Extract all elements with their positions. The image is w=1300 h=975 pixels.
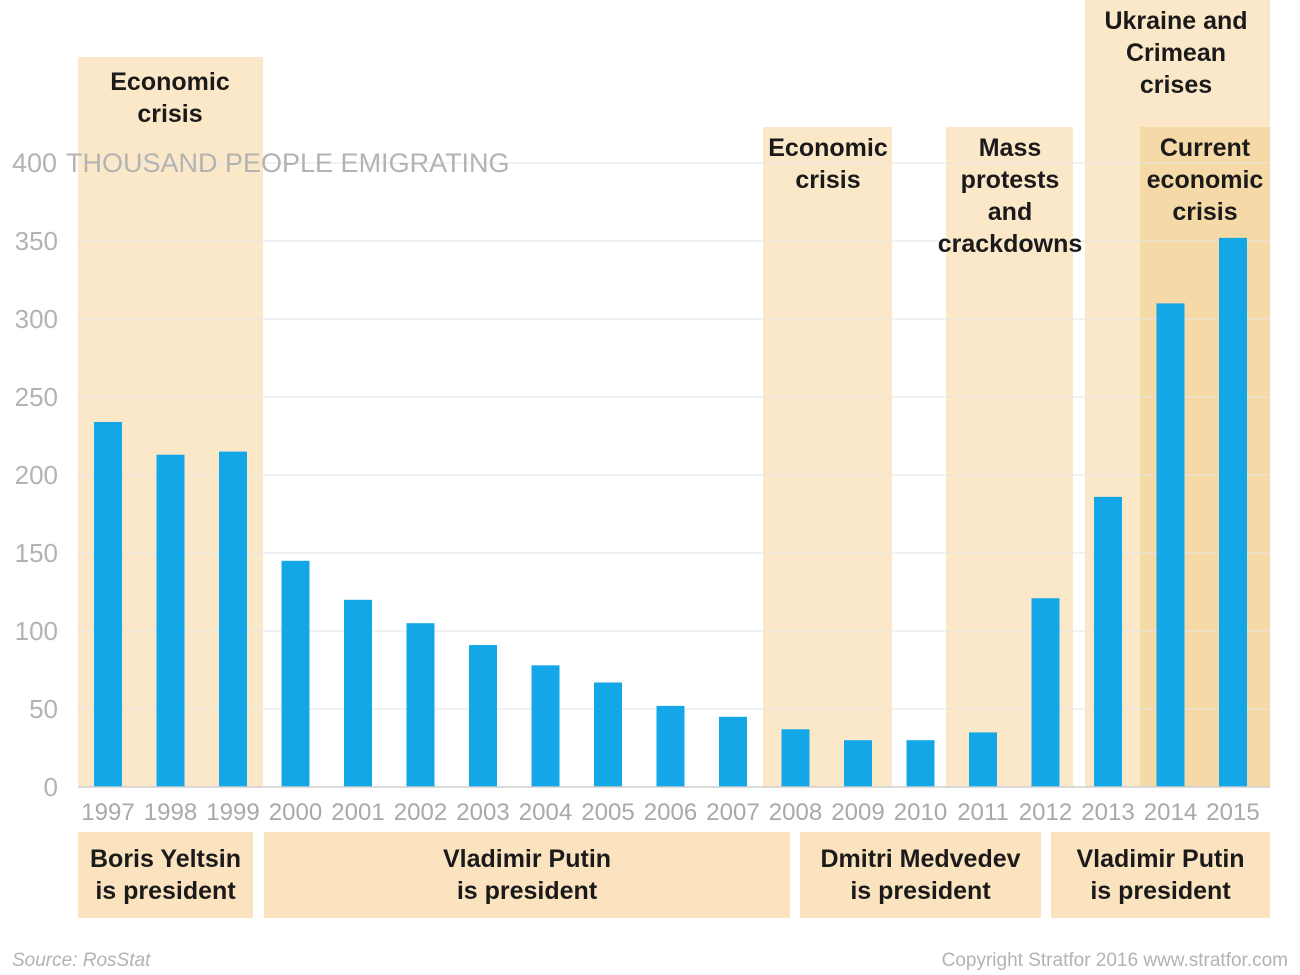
x-tick-label: 1998 [144, 799, 197, 826]
x-tick-label: 2006 [644, 799, 697, 826]
bar-2009 [844, 740, 872, 787]
y-axis-top-tick: 400 [12, 148, 57, 178]
bar-2006 [656, 705, 685, 787]
crisis-band-2008-2009 [763, 127, 892, 787]
bar-2015 [1219, 237, 1247, 787]
x-tick-label: 1999 [206, 799, 259, 826]
crisis-label: Mass protests and crackdowns [938, 134, 1083, 258]
copyright-note: Copyright Stratfor 2016 www.stratfor.com [941, 950, 1288, 971]
bar-2010 [906, 740, 935, 787]
x-tick-label: 2008 [769, 799, 822, 826]
x-tick-label: 2002 [394, 799, 447, 826]
president-label: Vladimir Putin is president [1076, 845, 1245, 905]
president-label: Boris Yeltsin is president [90, 845, 241, 905]
x-tick-label: 2000 [269, 799, 322, 826]
bar-2008 [781, 729, 810, 787]
crisis-label: Ukraine and Crimean crises [1104, 7, 1247, 99]
x-tick-label: 2015 [1206, 799, 1259, 826]
bar-2003 [469, 645, 497, 787]
x-tick-label: 2012 [1019, 799, 1072, 826]
x-tick-label: 2011 [957, 799, 1009, 826]
x-tick-label: 2004 [519, 799, 572, 826]
x-tick-label: 2010 [894, 799, 947, 826]
y-tick-label: 200 [15, 460, 58, 490]
president-band-yeltsin: Boris Yeltsin is president [78, 832, 253, 918]
bar-1997 [94, 421, 122, 787]
president-band-putin-1: Vladimir Putin is president [264, 832, 790, 918]
bar-2000 [281, 560, 310, 787]
source-note: Source: RosStat [12, 950, 151, 971]
bar-2012 [1031, 598, 1060, 787]
president-band-putin-2: Vladimir Putin is president [1051, 832, 1270, 918]
y-tick-label: 0 [44, 772, 58, 802]
x-tick-label: 2014 [1144, 799, 1197, 826]
crisis-label: Economic crisis [110, 68, 230, 128]
x-tick-label: 2001 [331, 799, 384, 826]
y-tick-label: 150 [15, 538, 58, 568]
bar-2013 [1094, 496, 1122, 787]
y-tick-label: 250 [15, 382, 58, 412]
bar-2007 [719, 716, 747, 787]
bar-2014 [1156, 303, 1185, 787]
bar-2004 [531, 665, 560, 787]
y-axis-label: THOUSAND PEOPLE EMIGRATING [66, 148, 510, 178]
president-band-medvedev: Dmitri Medvedev is president [800, 832, 1041, 918]
president-label: Dmitri Medvedev is president [820, 845, 1021, 905]
y-tick-label: 300 [15, 304, 58, 334]
bar-2005 [594, 682, 622, 787]
crisis-label: Economic crisis [768, 134, 888, 194]
x-tick-label: 2013 [1081, 799, 1134, 826]
x-tick-label: 2005 [581, 799, 634, 826]
bar-2001 [344, 599, 372, 787]
crisis-label: Current economic crisis [1147, 134, 1264, 226]
y-tick-label: 350 [15, 226, 58, 256]
x-tick-label: 2009 [831, 799, 884, 826]
president-label: Vladimir Putin is president [442, 845, 612, 905]
y-tick-label: 50 [29, 694, 58, 724]
bar-1999 [219, 451, 247, 787]
bar-2011 [969, 732, 997, 787]
bar-2002 [406, 623, 435, 787]
x-tick-label: 2003 [456, 799, 509, 826]
y-tick-label: 100 [15, 616, 58, 646]
x-tick-label: 1997 [81, 799, 134, 826]
x-tick-label: 2007 [706, 799, 759, 826]
bar-1998 [156, 454, 185, 787]
